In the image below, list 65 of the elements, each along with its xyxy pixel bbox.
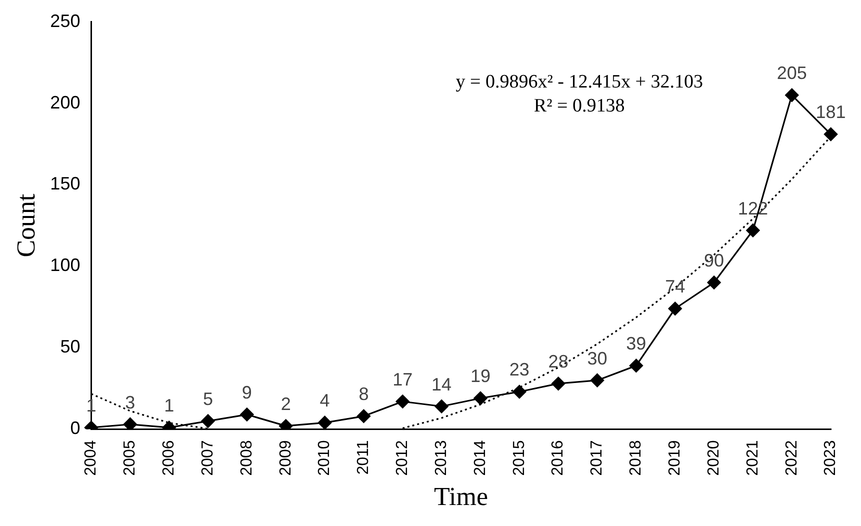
x-tick-label: 2016: [550, 440, 567, 476]
data-label: 5: [203, 389, 214, 410]
x-tick-label: 2019: [666, 440, 684, 476]
data-label: 1: [164, 396, 174, 416]
data-label: 39: [626, 334, 646, 354]
y-tick-label: 200: [50, 92, 80, 112]
x-axis-title: Time: [434, 482, 488, 512]
x-tick-label: 2011: [355, 440, 372, 475]
x-tick-label: 2022: [783, 440, 800, 476]
data-label: 205: [776, 63, 807, 84]
point: [356, 409, 371, 423]
annotation: R² = 0.9138: [534, 95, 625, 116]
data-label: 23: [509, 360, 530, 380]
x-tick-label: 2015: [510, 440, 528, 476]
point: [396, 394, 410, 408]
point: [434, 400, 448, 414]
data-label: 8: [358, 384, 369, 404]
x-tick-label: 2006: [160, 440, 178, 476]
x-tick-label: 2005: [122, 440, 139, 476]
y-axis-title: Count: [11, 192, 40, 258]
point: [240, 408, 254, 422]
y-tick-label: 150: [50, 174, 80, 194]
y-tick-label: 250: [50, 10, 80, 31]
point: [318, 416, 332, 430]
x-tick-label: 2009: [277, 440, 294, 476]
point: [824, 127, 838, 142]
x-tick-label: 2020: [705, 440, 722, 476]
point: [629, 358, 643, 372]
point: [590, 374, 604, 388]
x-tick-label: 2023: [822, 440, 840, 476]
x-tick-label: 2021: [744, 440, 762, 476]
data-label: 2: [280, 394, 291, 414]
y-tick-label: 0: [70, 418, 80, 438]
point: [746, 224, 760, 238]
data-label: 9: [242, 382, 252, 403]
point: [474, 391, 488, 406]
data-label: 14: [432, 374, 452, 394]
annotation: y = 0.9896x² - 12.415x + 32.103: [456, 71, 703, 92]
data-label: 3: [125, 392, 136, 412]
x-tick-label: 2010: [316, 440, 334, 476]
point: [552, 376, 566, 390]
x-tick-label: 2017: [588, 440, 606, 476]
y-tick-label: 100: [50, 255, 80, 276]
x-tick-label: 2007: [199, 440, 216, 476]
point: [707, 276, 721, 290]
point: [512, 384, 526, 399]
x-tick-label: 2018: [628, 440, 645, 476]
x-tick-label: 2014: [472, 440, 489, 476]
point: [668, 302, 682, 316]
x-tick-label: 2004: [82, 440, 100, 476]
data-label: 181: [816, 102, 846, 122]
data-label: 19: [470, 366, 490, 386]
data-label: 74: [665, 276, 686, 297]
data-label: 17: [392, 369, 413, 390]
point: [201, 414, 215, 428]
data-label: 4: [320, 390, 330, 411]
data-label: 90: [704, 250, 724, 271]
x-tick-label: 2008: [238, 440, 256, 476]
x-tick-label: 2013: [432, 440, 450, 476]
point: [785, 88, 799, 102]
data-label: 28: [548, 352, 568, 372]
point: [123, 418, 137, 430]
y-tick-label: 50: [60, 336, 80, 357]
x-tick-label: 2012: [394, 440, 412, 476]
data-label: 30: [587, 348, 608, 368]
